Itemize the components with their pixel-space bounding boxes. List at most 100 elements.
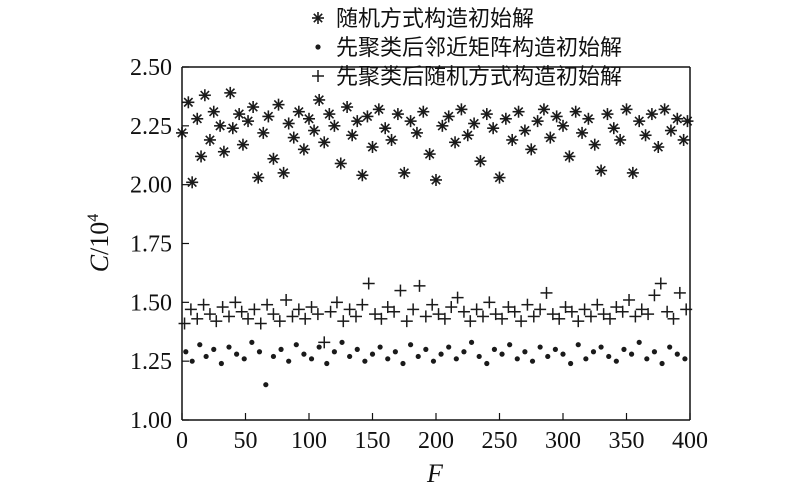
data-point xyxy=(591,298,604,311)
plot-marks xyxy=(176,86,694,388)
data-point xyxy=(438,351,444,357)
data-point xyxy=(584,310,597,323)
data-point xyxy=(436,119,449,132)
data-point xyxy=(588,138,601,151)
y-tick-label: 1.75 xyxy=(130,232,172,258)
data-point xyxy=(334,157,347,170)
x-tick-label: 50 xyxy=(234,428,258,454)
data-point xyxy=(620,103,633,116)
y-axis-label-main: C xyxy=(85,254,114,272)
data-point xyxy=(654,277,667,290)
legend-entry-1: 随机方式构造初始解 xyxy=(312,7,534,32)
y-tick-label: 2.50 xyxy=(130,55,172,81)
legend-label: 先聚类后邻近矩阵构造初始解 xyxy=(336,36,622,61)
data-point xyxy=(417,105,430,118)
data-point xyxy=(261,298,274,311)
data-point xyxy=(369,351,376,357)
data-point xyxy=(673,286,686,299)
data-point xyxy=(385,356,391,362)
data-point xyxy=(476,310,489,323)
data-point xyxy=(362,358,368,364)
data-point xyxy=(626,166,639,179)
data-point xyxy=(583,356,589,362)
data-point xyxy=(658,103,671,116)
data-point xyxy=(182,96,195,109)
data-point xyxy=(601,108,614,121)
data-point xyxy=(318,336,331,349)
y-tick-label: 1.25 xyxy=(130,349,172,375)
data-point xyxy=(667,312,680,325)
data-point xyxy=(341,101,354,114)
data-point xyxy=(590,349,597,355)
data-point xyxy=(445,301,458,314)
y-axis-label-exponent: 4 xyxy=(85,214,102,222)
data-point xyxy=(423,346,429,352)
legend-label: 随机方式构造初始解 xyxy=(336,7,534,32)
data-point xyxy=(507,342,513,348)
data-point xyxy=(515,315,528,328)
data-point xyxy=(356,298,369,311)
legend-label: 先聚类后随机方式构造初始解 xyxy=(336,65,622,90)
data-point xyxy=(301,351,307,357)
data-point xyxy=(282,117,295,130)
data-point xyxy=(568,360,574,367)
data-point xyxy=(432,308,445,321)
data-point xyxy=(203,308,216,321)
data-point xyxy=(293,342,299,348)
data-point xyxy=(242,115,255,128)
data-point xyxy=(385,133,398,146)
data-point xyxy=(226,344,232,350)
data-point xyxy=(426,298,439,311)
data-point xyxy=(603,312,616,325)
data-point xyxy=(242,312,255,325)
data-point xyxy=(217,145,230,158)
data-point xyxy=(369,308,382,321)
data-point xyxy=(267,308,280,321)
data-point xyxy=(446,344,452,350)
data-point xyxy=(480,108,493,121)
data-point xyxy=(457,305,470,318)
legend-entry-3: 先聚类后随机方式构造初始解 xyxy=(312,65,622,90)
data-point xyxy=(438,312,451,325)
data-point xyxy=(235,305,248,318)
data-point xyxy=(525,143,538,156)
data-point xyxy=(410,126,423,139)
data-point xyxy=(499,112,512,125)
data-point xyxy=(442,110,455,123)
data-point xyxy=(224,86,237,99)
data-point xyxy=(514,356,520,362)
data-point xyxy=(633,115,646,128)
data-point xyxy=(379,122,392,135)
data-point xyxy=(256,349,263,355)
axes: 0 50 100 150 200 250 300 350 400 1.00 1.25 1.50 1.75… xyxy=(130,55,708,454)
data-point xyxy=(623,293,636,306)
data-point xyxy=(207,105,220,118)
data-point xyxy=(392,349,398,355)
data-point xyxy=(415,353,421,360)
data-point xyxy=(218,360,224,367)
data-point xyxy=(337,315,350,328)
data-point xyxy=(197,298,210,311)
data-point xyxy=(398,166,411,179)
data-point xyxy=(328,119,341,132)
data-point xyxy=(323,108,336,121)
data-point xyxy=(303,112,315,125)
y-axis-label-suffix: /10 xyxy=(85,222,114,255)
data-point xyxy=(195,150,208,163)
data-point xyxy=(582,112,595,125)
data-point xyxy=(210,315,223,328)
data-point xyxy=(229,296,242,309)
data-point xyxy=(400,360,406,367)
data-point xyxy=(354,346,360,352)
data-point xyxy=(280,293,293,306)
data-point xyxy=(639,129,652,142)
data-point xyxy=(349,310,362,323)
y-tick-label: 2.00 xyxy=(130,173,172,199)
data-point xyxy=(484,360,490,367)
data-point xyxy=(430,358,437,364)
data-point xyxy=(346,129,359,142)
data-point xyxy=(537,103,550,116)
data-point xyxy=(249,339,255,345)
